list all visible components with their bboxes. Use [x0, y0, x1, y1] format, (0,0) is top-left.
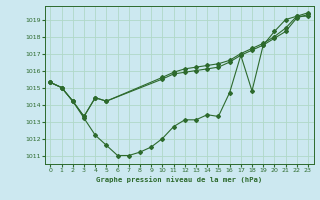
X-axis label: Graphe pression niveau de la mer (hPa): Graphe pression niveau de la mer (hPa) [96, 176, 262, 183]
